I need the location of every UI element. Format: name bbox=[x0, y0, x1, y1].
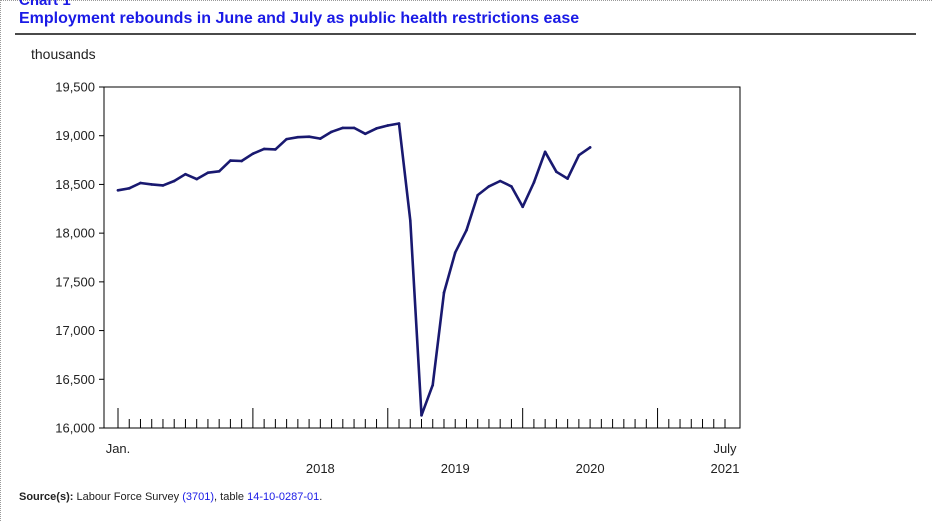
data-point bbox=[577, 153, 581, 157]
chart-ticks bbox=[99, 86, 726, 429]
y-tick-label: 18,500 bbox=[55, 177, 95, 192]
data-point bbox=[319, 137, 322, 140]
data-point bbox=[307, 135, 311, 138]
plot-area-border bbox=[103, 86, 741, 429]
data-point bbox=[521, 205, 524, 209]
data-point bbox=[116, 188, 120, 192]
chart-labels: 19,500 19,000 18,500 18,000 17,500 17,000 16,5… bbox=[55, 80, 739, 477]
data-point bbox=[453, 251, 457, 254]
data-point bbox=[172, 179, 176, 183]
data-point bbox=[442, 291, 446, 294]
x-year-label: 2019 bbox=[441, 461, 470, 476]
x-year-label: 2020 bbox=[576, 461, 605, 476]
data-point bbox=[127, 187, 131, 190]
data-point bbox=[476, 193, 480, 197]
data-point bbox=[431, 383, 435, 387]
data-point bbox=[555, 170, 558, 174]
data-point bbox=[352, 126, 356, 130]
y-axis-unit-label: thousands bbox=[31, 46, 96, 62]
data-point bbox=[262, 147, 266, 151]
y-tick-label: 16,000 bbox=[55, 421, 95, 436]
data-point bbox=[285, 137, 288, 141]
x-tick-label: Jan. bbox=[106, 441, 131, 456]
source-text-end: . bbox=[319, 491, 323, 503]
data-point bbox=[251, 152, 255, 156]
table-link[interactable]: 14-10-0287-01 bbox=[247, 491, 320, 503]
data-point bbox=[330, 130, 333, 134]
data-point bbox=[240, 159, 243, 163]
chart-number-label: Chart 1 bbox=[19, 0, 71, 9]
title-divider bbox=[15, 33, 916, 35]
data-point bbox=[510, 185, 513, 188]
data-point bbox=[184, 172, 187, 176]
chart-title: Employment rebounds in June and July as … bbox=[19, 10, 580, 27]
data-point bbox=[397, 122, 401, 125]
source-text-table: , table bbox=[214, 491, 248, 503]
y-tick-label: 19,000 bbox=[55, 128, 95, 143]
data-point bbox=[532, 181, 536, 184]
data-point bbox=[408, 219, 412, 222]
y-tick-label: 17,000 bbox=[55, 323, 95, 338]
y-tick-label: 19,500 bbox=[55, 80, 95, 95]
x-year-label: 2021 bbox=[711, 461, 740, 476]
data-point bbox=[296, 135, 300, 139]
data-point bbox=[420, 414, 423, 417]
line-chart: thousands 19,500 19,000 18,500 18,000 17,500… bbox=[31, 46, 741, 477]
data-point bbox=[588, 146, 592, 149]
data-point bbox=[341, 126, 345, 130]
data-point bbox=[195, 177, 198, 181]
x-year-label: 2018 bbox=[306, 461, 335, 476]
source-label: Source(s): bbox=[19, 491, 74, 503]
data-point bbox=[465, 228, 468, 232]
data-point bbox=[274, 148, 277, 151]
source-note: Source(s): Labour Force Survey (3701), t… bbox=[19, 491, 322, 503]
survey-link[interactable]: (3701) bbox=[182, 491, 215, 503]
chart-axes bbox=[103, 86, 741, 429]
x-tick-label: July bbox=[713, 441, 737, 456]
y-tick-label: 16,500 bbox=[55, 372, 95, 387]
data-point bbox=[487, 185, 491, 188]
data-point bbox=[150, 183, 154, 186]
y-tick-label: 18,000 bbox=[55, 226, 95, 241]
data-point bbox=[229, 159, 232, 162]
data-point bbox=[217, 169, 221, 173]
data-point bbox=[206, 171, 210, 175]
data-point bbox=[161, 184, 165, 187]
employment-series-line bbox=[116, 122, 592, 417]
y-tick-label: 17,500 bbox=[55, 274, 95, 289]
source-text: Labour Force Survey bbox=[73, 491, 183, 503]
data-point bbox=[566, 177, 569, 180]
data-point bbox=[375, 127, 378, 130]
data-point bbox=[139, 181, 142, 185]
data-point bbox=[363, 132, 367, 136]
data-point bbox=[543, 150, 547, 154]
data-point bbox=[386, 124, 390, 127]
chart-series bbox=[116, 122, 592, 417]
data-point bbox=[498, 179, 502, 183]
